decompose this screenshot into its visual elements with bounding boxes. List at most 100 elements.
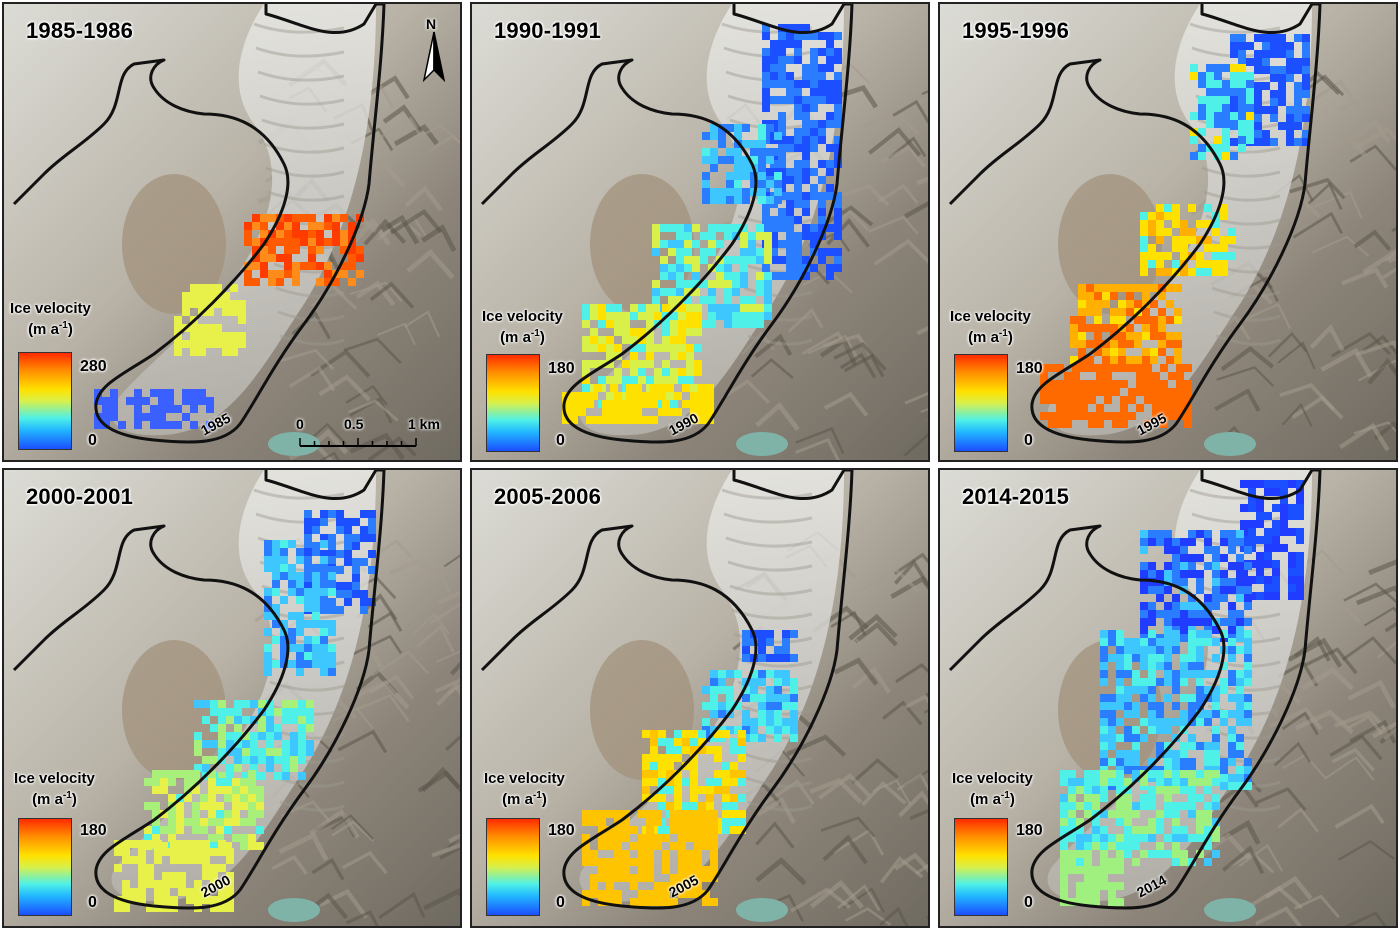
velocity-pixel	[198, 300, 206, 308]
map-background	[940, 470, 1396, 926]
velocity-pixel	[1060, 874, 1068, 882]
velocity-pixel	[702, 866, 710, 874]
velocity-pixel	[652, 280, 660, 288]
velocity-pixel	[1156, 236, 1164, 244]
velocity-pixel	[168, 826, 176, 834]
velocity-pixel	[1198, 112, 1206, 120]
velocity-pixel	[290, 740, 298, 748]
velocity-pixel	[1184, 420, 1192, 428]
velocity-pixel	[1246, 104, 1254, 112]
velocity-pixel	[1180, 718, 1188, 726]
velocity-pixel	[280, 572, 288, 580]
velocity-pixel	[1256, 496, 1264, 504]
velocity-pixel	[336, 582, 344, 590]
velocity-pixel	[750, 678, 758, 686]
velocity-pixel	[1158, 316, 1166, 324]
velocity-pixel	[590, 858, 598, 866]
velocity-pixel	[194, 740, 202, 748]
velocity-pixel	[626, 392, 634, 400]
velocity-pixel	[1164, 204, 1172, 212]
velocity-pixel	[706, 392, 714, 400]
velocity-pixel	[1140, 586, 1148, 594]
velocity-pixel	[1140, 678, 1148, 686]
velocity-pixel	[1188, 268, 1196, 276]
proglacial-lake	[736, 898, 788, 922]
velocity-pixel	[328, 566, 336, 574]
velocity-pixel	[716, 240, 724, 248]
velocity-pixel	[1132, 726, 1140, 734]
velocity-pixel	[260, 214, 268, 222]
velocity-pixel	[232, 778, 240, 786]
velocity-pixel	[1118, 300, 1126, 308]
velocity-pixel	[1094, 324, 1102, 332]
velocity-pixel	[606, 898, 614, 906]
legend-title-line1: Ice velocity	[14, 770, 95, 787]
velocity-pixel	[328, 620, 336, 628]
velocity-pixel	[1244, 702, 1252, 710]
velocity-pixel	[1236, 562, 1244, 570]
velocity-pixel	[138, 872, 146, 880]
velocity-pixel	[686, 320, 694, 328]
velocity-pixel	[646, 320, 654, 328]
velocity-pixel	[152, 778, 160, 786]
velocity-pixel	[1060, 826, 1068, 834]
velocity-pixel	[320, 580, 328, 588]
velocity-pixel	[786, 56, 794, 64]
terrain-ridge	[337, 729, 388, 754]
velocity-pixel	[1100, 678, 1108, 686]
velocity-pixel	[742, 156, 750, 164]
velocity-pixel	[1256, 560, 1264, 568]
velocity-pixel	[1244, 758, 1252, 766]
velocity-pixel	[1172, 236, 1180, 244]
velocity-pixel	[178, 848, 186, 856]
velocity-pixel	[276, 278, 284, 286]
velocity-pixel	[1104, 396, 1112, 404]
proglacial-lake	[268, 898, 320, 922]
velocity-pixel	[686, 874, 694, 882]
velocity-pixel	[758, 124, 766, 132]
velocity-pixel	[660, 224, 668, 232]
velocity-pixel	[722, 826, 730, 834]
velocity-pixel	[1172, 778, 1180, 786]
velocity-pixel	[250, 748, 258, 756]
terrain-ridge	[355, 679, 410, 710]
velocity-pixel	[694, 312, 702, 320]
velocity-pixel	[1280, 512, 1288, 520]
velocity-pixel	[1080, 364, 1088, 372]
velocity-pixel	[790, 686, 798, 694]
velocity-pixel	[834, 104, 842, 112]
velocity-pixel	[1254, 106, 1262, 114]
velocity-pixel	[328, 668, 336, 676]
velocity-pixel	[206, 397, 214, 405]
velocity-pixel	[320, 556, 328, 564]
velocity-pixel	[756, 280, 764, 288]
velocity-pixel	[1228, 750, 1236, 758]
velocity-pixel	[250, 756, 258, 764]
velocity-pixel	[1148, 834, 1156, 842]
velocity-pixel	[1148, 770, 1156, 778]
velocity-pixel	[1196, 252, 1204, 260]
velocity-pixel	[586, 416, 594, 424]
velocity-pixel	[662, 304, 670, 312]
velocity-pixel	[288, 580, 296, 588]
velocity-pixel	[1140, 610, 1148, 618]
velocity-pixel	[1272, 576, 1280, 584]
velocity-pixel	[642, 400, 650, 408]
velocity-pixel	[1118, 332, 1126, 340]
velocity-pixel	[758, 654, 766, 662]
velocity-pixel	[606, 858, 614, 866]
velocity-pixel	[320, 620, 328, 628]
velocity-pixel	[1152, 380, 1160, 388]
velocity-pixel	[810, 32, 818, 40]
terrain-ridge	[1383, 727, 1396, 741]
velocity-pixel	[1164, 602, 1172, 610]
velocity-pixel	[1086, 300, 1094, 308]
velocity-pixel	[756, 248, 764, 256]
velocity-pixel	[646, 344, 654, 352]
velocity-pixel	[264, 540, 272, 548]
velocity-pixel	[598, 320, 606, 328]
velocity-pixel	[194, 764, 202, 772]
velocity-pixel	[1264, 536, 1272, 544]
velocity-pixel	[1180, 538, 1188, 546]
velocity-pixel	[344, 534, 352, 542]
